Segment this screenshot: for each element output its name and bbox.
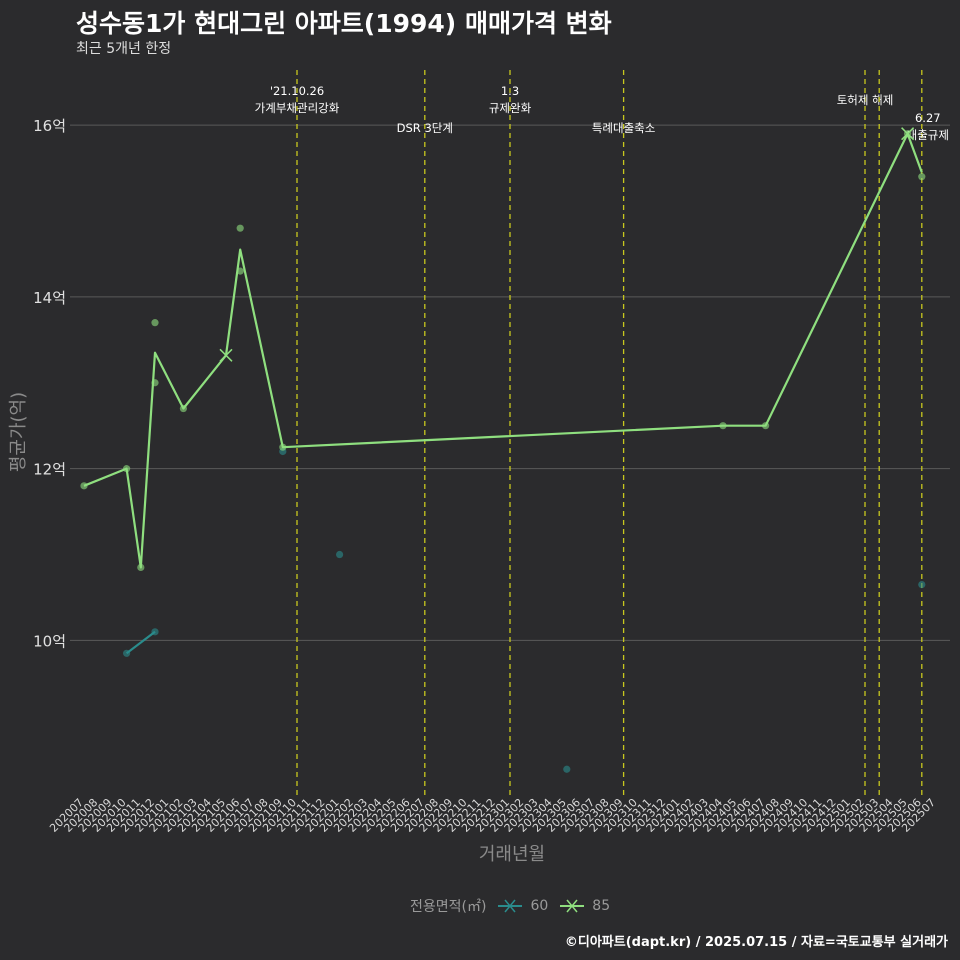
data-point-85 <box>918 173 926 181</box>
legend: 전용면적(㎡) 60 85 <box>410 896 610 916</box>
y-tick-label: 12억 <box>33 461 66 479</box>
y-tick-label: 16억 <box>33 117 66 135</box>
chart-title: 성수동1가 현대그린 아파트(1994) 매매가격 변화 <box>76 9 612 38</box>
legend-swatch-60 <box>498 899 523 913</box>
event-label: 대출규제 <box>907 128 949 142</box>
event-label: 규제완화 <box>489 101 532 115</box>
legend-label-85: 85 <box>592 898 611 914</box>
legend-title: 전용면적(㎡) <box>410 899 487 915</box>
legend-item-60: 60 <box>496 898 548 914</box>
legend-swatch-85 <box>560 899 585 913</box>
chart-subtitle: 최근 5개년 한정 <box>76 41 172 57</box>
event-label: 가계부채관리강화 <box>255 101 340 115</box>
y-tick-label: 10억 <box>33 632 66 650</box>
cross-marker-85 <box>901 127 915 141</box>
event-label: 1.3 <box>501 84 519 98</box>
data-point-85 <box>151 319 159 327</box>
y-axis-label: 평균가(억) <box>8 392 29 472</box>
event-label: 6.27 <box>915 111 941 125</box>
series-line-60 <box>125 630 156 655</box>
cross-marker-85 <box>219 348 233 362</box>
y-tick-label: 14억 <box>33 289 66 307</box>
event-label: DSR 3단계 <box>397 121 453 135</box>
data-point-60 <box>563 765 571 773</box>
data-point-60 <box>918 580 926 589</box>
data-point-85 <box>236 224 244 232</box>
legend-item-85: 85 <box>558 898 610 914</box>
legend-label-60: 60 <box>530 898 549 914</box>
event-label: 토허제 해제 <box>837 93 894 107</box>
event-label: 특례대출축소 <box>592 121 655 135</box>
event-label: '21.10.26 <box>270 84 324 98</box>
x-axis-label: 거래년월 <box>479 844 545 865</box>
source-caption: ©디아파트(dapt.kr) / 2025.07.15 / 자료=국토교통부 실… <box>564 935 948 950</box>
series-line-85 <box>83 132 923 569</box>
data-point-60 <box>336 550 344 559</box>
